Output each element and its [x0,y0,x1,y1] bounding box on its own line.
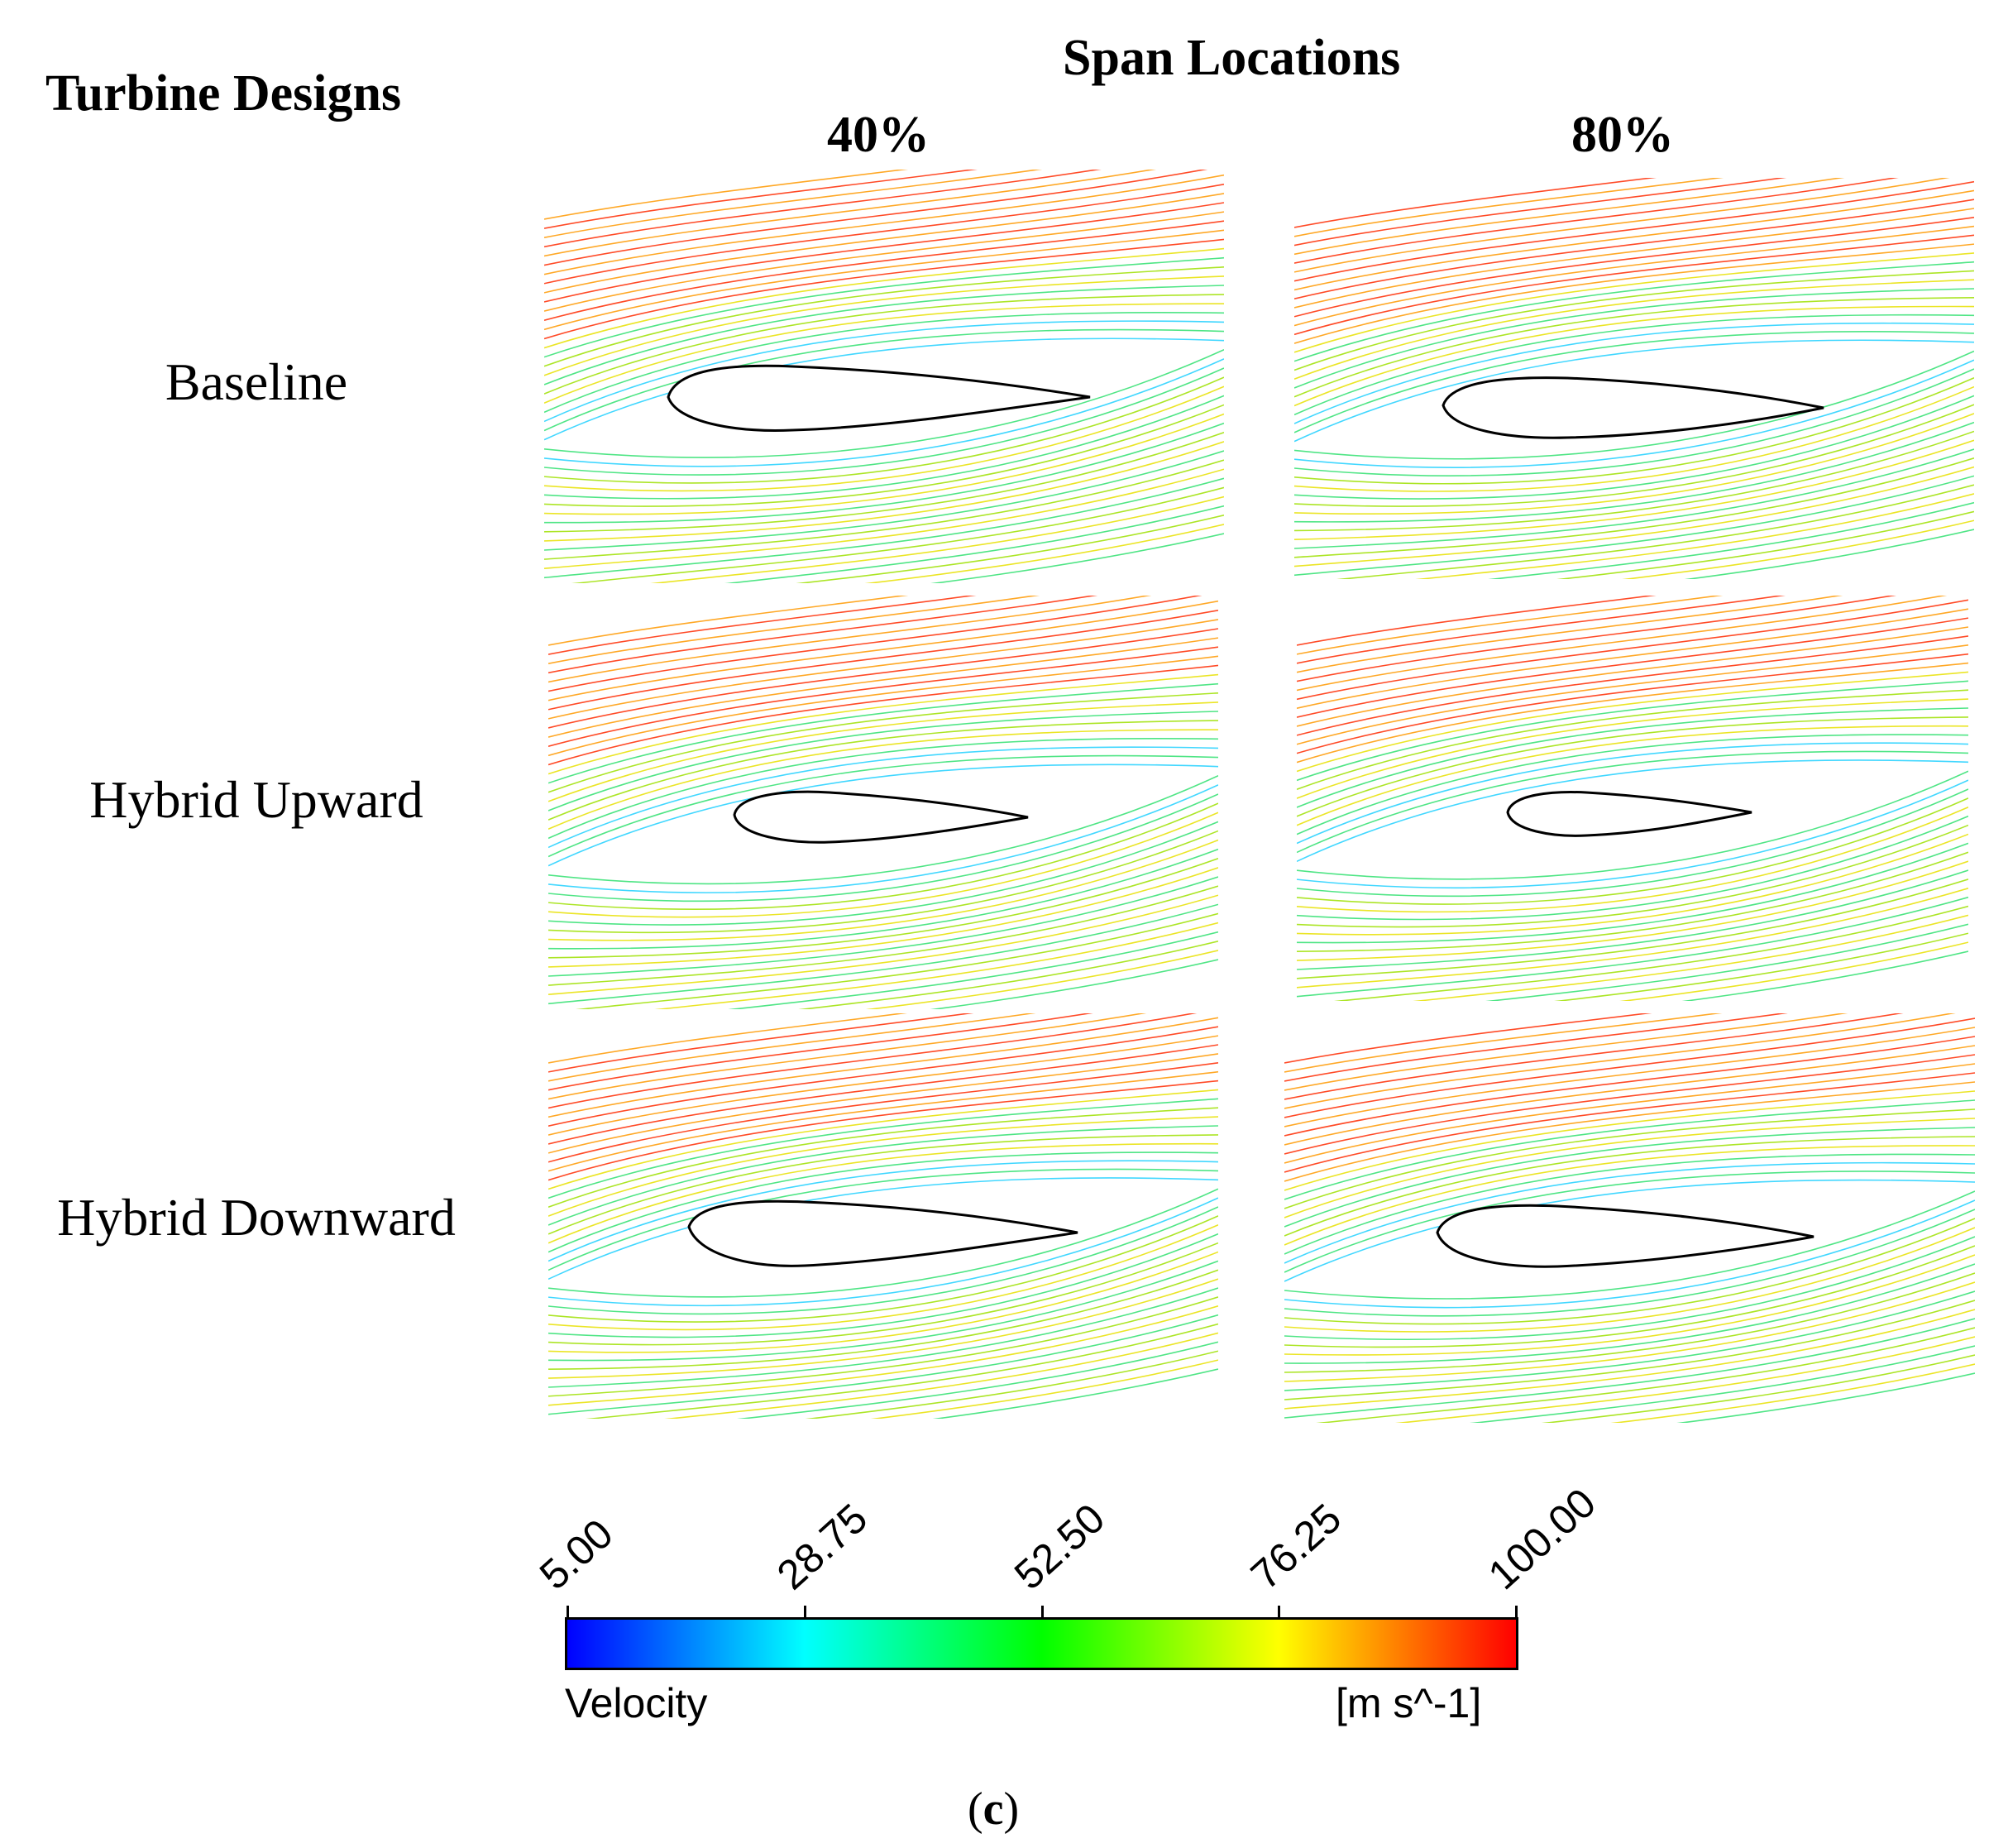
airfoil [733,790,1029,844]
colorbar-tick-mark [1515,1606,1518,1619]
airfoil [1506,791,1752,837]
row-label-baseline: Baseline [165,352,348,411]
panel-hybrid-downward-40 [548,1013,1218,1419]
panel-baseline-40 [544,170,1224,583]
airfoil [667,364,1091,432]
colorbar-tick-mark [1040,1606,1044,1619]
colorbar-tick-mark [803,1606,806,1619]
airfoil [1442,376,1824,439]
airfoil [1436,1204,1814,1268]
airfoil [687,1199,1078,1267]
column-label-80: 80% [1571,107,1674,163]
colorbar-tick-mark [567,1606,569,1619]
figure-caption: (c) [968,1783,1020,1835]
row-header: Turbine Designs [45,65,402,122]
colorbar-unit: [m s^-1] [1336,1680,1482,1726]
colorbar-tick-mark [1278,1606,1281,1619]
panel-hybrid-upward-80 [1297,596,1968,1001]
colorbar-tick-label: 76.25 [1242,1494,1351,1599]
panel-hybrid-upward-40 [548,596,1218,1009]
row-label-hybrid-downward: Hybrid Downward [57,1188,456,1247]
panel-baseline-80 [1294,178,1974,579]
colorbar-tick-label: 52.50 [1005,1494,1113,1599]
colorbar-tick-label: 100.00 [1479,1479,1604,1599]
panel-hybrid-downward-80 [1284,1013,1975,1423]
colorbar-tick-label: 28.75 [767,1494,877,1599]
column-header: Span Locations [1063,30,1401,86]
colorbar [565,1617,1518,1670]
colorbar-tick-label: 5.00 [530,1510,622,1599]
row-label-hybrid-upward: Hybrid Upward [89,770,423,829]
column-label-40: 40% [827,107,930,163]
colorbar-label: Velocity [565,1680,708,1726]
